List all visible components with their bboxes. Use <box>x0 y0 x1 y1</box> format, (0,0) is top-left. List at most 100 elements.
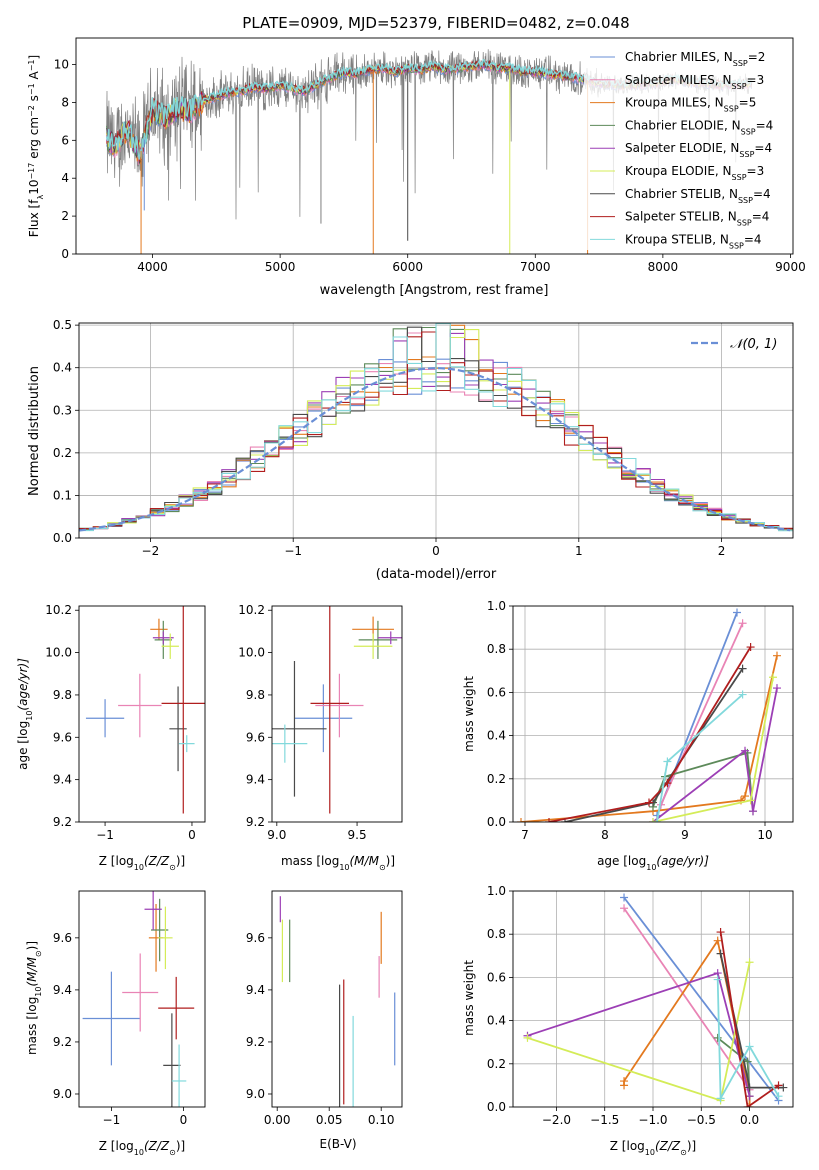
weight-marker <box>733 608 741 617</box>
label-part: Chabrier ELODIE, N <box>625 118 741 132</box>
weight-line <box>719 931 780 1107</box>
y-tick-label: 9.6 <box>246 931 265 945</box>
label-part: (age/yr)] <box>656 854 709 868</box>
x-tick-label: 0 <box>432 544 440 558</box>
legend-entry: Kroupa ELODIE, NSSP=3 <box>625 164 764 182</box>
weight-marker <box>773 684 781 693</box>
x-tick-label: 8000 <box>648 260 679 274</box>
y-tick-label: 0.4 <box>487 1014 506 1028</box>
panel-ebv-mass: 0.00 0.05 0.10 9.0 9.2 9.4 9.6 <box>246 890 403 1127</box>
weight-marker <box>745 1083 754 1092</box>
weight-marker <box>749 807 757 816</box>
y-tick-label: 0.0 <box>53 531 72 545</box>
y-tick-label: 0 <box>61 247 69 261</box>
y-tick-label: 1.0 <box>487 599 506 613</box>
label-part: (Z/Z <box>144 854 170 868</box>
label-part: =4 <box>753 187 771 201</box>
label-part: (Z/Z <box>655 1139 681 1153</box>
weight-marker <box>745 1042 754 1051</box>
axes-frame <box>512 890 794 1108</box>
label-part: ⊙ <box>680 1148 687 1157</box>
weight-line <box>548 646 752 822</box>
label-part: Chabrier MILES, N <box>625 50 733 64</box>
x-tick-label: 9.0 <box>267 828 286 842</box>
legend-entry: Chabrier STELIB, NSSP=4 <box>625 187 771 205</box>
legend-entry: Chabrier ELODIE, NSSP=4 <box>625 118 773 136</box>
x-tick-label: −2 <box>142 544 160 558</box>
label-part: SSP <box>733 59 748 68</box>
weight-marker <box>745 1103 754 1107</box>
label-part: )] <box>687 1139 696 1153</box>
label-part: =4 <box>752 210 770 224</box>
label-part: Salpeter STELIB, N <box>625 210 737 224</box>
weight-marker <box>769 673 777 682</box>
label-part: Flux [f <box>27 199 41 237</box>
y-tick-label: 9.2 <box>53 815 72 829</box>
plot-area <box>513 606 793 822</box>
weight-marker <box>741 792 749 801</box>
label-part: Z [log <box>99 1139 134 1153</box>
weight-marker <box>774 1092 783 1101</box>
panel-z-weight: −2.0 −1.5 −1.0 −0.5 0.0 0.0 0.2 0.4 0.6 0.8 1.0 <box>487 884 794 1127</box>
label-part: SSP <box>729 241 744 250</box>
y-tick-label: 10.2 <box>238 603 265 617</box>
x-tick-label: 0.10 <box>368 1113 395 1127</box>
spectrum-y-label: Flux [fλ10−17 erg cm−2 s−1 A−1] <box>27 55 45 237</box>
weight-marker <box>779 1083 788 1092</box>
label-part: )] <box>176 1139 185 1153</box>
x-tick-label: 7 <box>521 828 529 842</box>
x-tick-label: 9000 <box>775 260 806 274</box>
weight-marker <box>663 757 672 766</box>
weight-marker <box>743 1057 752 1066</box>
weight-marker <box>713 975 722 984</box>
weight-marker <box>713 1033 722 1042</box>
label-part: Chabrier STELIB, N <box>625 187 738 201</box>
y-tick-label: 9.8 <box>53 688 72 702</box>
label-part: ⊙ <box>379 863 386 872</box>
weight-marker <box>663 779 672 788</box>
label-part: SSP <box>732 173 747 182</box>
panel-z-mass: −1 0 9.0 9.2 9.4 9.6 <box>53 890 206 1127</box>
plot-area <box>279 896 396 1107</box>
y-tick-label: 10.2 <box>45 603 72 617</box>
label-part: =5 <box>739 96 757 110</box>
axes-frame <box>75 37 794 255</box>
weight-marker <box>745 958 754 967</box>
x-tick-label: 7000 <box>520 260 551 274</box>
y-tick-label: 0.0 <box>487 815 506 829</box>
label-part: SSP <box>724 104 739 113</box>
axes-frame <box>271 605 403 823</box>
figure-title: PLATE=0909, MJD=52379, FIBERID=0482, z=0… <box>242 14 629 32</box>
legend-entry: Salpeter ELODIE, NSSP=4 <box>625 141 772 159</box>
weight-marker <box>620 904 629 913</box>
legend-gaussian-label: 𝒩(0, 1) <box>730 337 777 352</box>
label-part: (age/yr)] <box>16 658 30 711</box>
weight-marker <box>645 798 653 807</box>
weight-line <box>652 687 778 822</box>
label-part: Z [log <box>99 854 134 868</box>
panel-mass-age: 9.0 9.5 9.2 9.4 9.6 9.8 10.0 10.2 <box>238 603 403 842</box>
label-part: 10 <box>25 711 34 721</box>
panel-spectrum: 4000 5000 6000 7000 8000 9000 0 2 4 6 8 10 <box>54 37 806 274</box>
y-tick-label: 0.4 <box>53 361 72 375</box>
label-part: SSP <box>741 127 756 136</box>
x-tick-label: −2.0 <box>542 1113 571 1127</box>
y-tick-label: 0.2 <box>487 1057 506 1071</box>
panel-age-weight: 7 8 9 10 0.0 0.2 0.4 0.6 0.8 1.0 <box>487 599 794 842</box>
label-part: age [log <box>597 854 646 868</box>
label-part: )] <box>25 941 39 950</box>
y-tick-label: 9.6 <box>246 730 265 744</box>
y-tick-label: 6 <box>61 133 69 147</box>
x-tick-label: 9.5 <box>348 828 367 842</box>
x-tick-label: 6000 <box>392 260 423 274</box>
weight-marker <box>653 818 661 822</box>
weight-marker <box>746 796 755 805</box>
z-mass-x-label: Z [log10(Z/Z⊙)] <box>99 1139 185 1157</box>
y-tick-label: 0.3 <box>53 403 72 417</box>
label-part: A <box>27 70 41 83</box>
label-part: 10 <box>27 180 41 195</box>
age-weight-y-label: mass weight <box>462 676 476 752</box>
axes-frame <box>78 890 206 1108</box>
x-tick-label: 0 <box>188 828 196 842</box>
label-part: Kroupa ELODIE, N <box>625 164 732 178</box>
